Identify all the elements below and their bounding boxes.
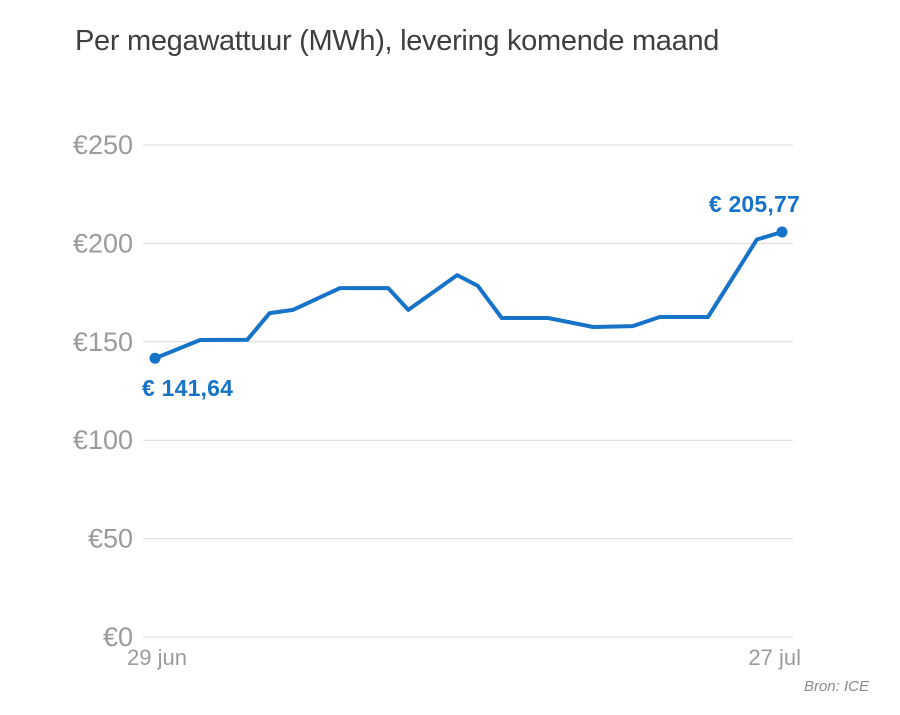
x-axis-start-label: 29 jun xyxy=(127,645,187,670)
chart-title: Per megawattuur (MWh), levering komende … xyxy=(75,25,720,57)
y-axis-tick-label: €50 xyxy=(88,524,133,554)
y-axis-tick-label: €100 xyxy=(73,425,133,455)
start-value-label: € 141,64 xyxy=(142,375,234,402)
y-axis-tick-label: €200 xyxy=(73,228,133,258)
x-axis-end-label: 27 jul xyxy=(748,645,801,670)
start-point-marker xyxy=(149,352,161,364)
y-axis-tick-label: €0 xyxy=(103,622,133,652)
price-line xyxy=(153,230,784,361)
end-value-label: € 205,77 xyxy=(708,191,800,218)
end-point-marker xyxy=(776,226,788,238)
source-credit: Bron: ICE xyxy=(803,678,869,695)
y-axis-tick-label: €250 xyxy=(73,130,133,160)
y-axis-tick-label: €150 xyxy=(73,327,133,357)
